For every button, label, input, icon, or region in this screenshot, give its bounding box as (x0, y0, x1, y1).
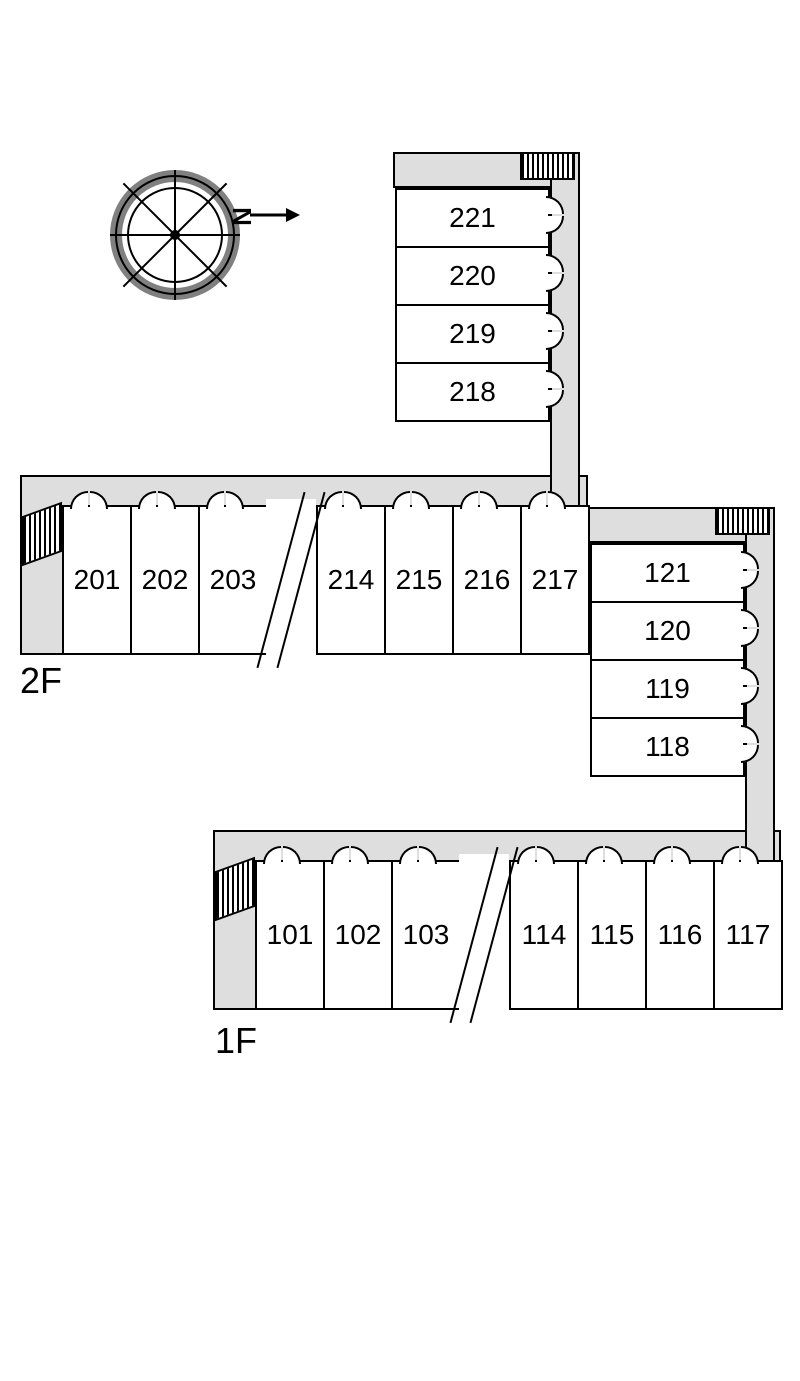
f1-unit-121: 121 (590, 543, 745, 603)
f2-break (266, 499, 316, 661)
floor-2f-label: 2F (20, 660, 62, 702)
f2-unit-216: 216 (452, 505, 522, 655)
f1-unit-117: 117 (713, 860, 783, 1010)
f1-unit-103: 103 (391, 860, 461, 1010)
floor-1f-label: 1F (215, 1020, 257, 1062)
f1-unit-115: 115 (577, 860, 647, 1010)
f2-unit-219: 219 (395, 304, 550, 364)
f1-unit-116: 116 (645, 860, 715, 1010)
f2-entry (20, 475, 62, 655)
f1-unit-101: 101 (255, 860, 325, 1010)
f1-unit-118: 118 (590, 717, 745, 777)
f1-unit-114: 114 (509, 860, 579, 1010)
f1-unit-102: 102 (323, 860, 393, 1010)
f1-stairs-wing (715, 507, 770, 535)
f2-stairs-wing (520, 152, 575, 180)
f1-unit-120: 120 (590, 601, 745, 661)
f1-unit-119: 119 (590, 659, 745, 719)
f2-unit-202: 202 (130, 505, 200, 655)
f2-unit-218: 218 (395, 362, 550, 422)
f2-unit-221: 221 (395, 188, 550, 248)
f2-unit-215: 215 (384, 505, 454, 655)
f1-break (459, 854, 509, 1016)
f2-unit-214: 214 (316, 505, 386, 655)
f2-unit-201: 201 (62, 505, 132, 655)
f2-unit-220: 220 (395, 246, 550, 306)
f2-unit-217: 217 (520, 505, 590, 655)
f1-entry (213, 830, 255, 1010)
f2-unit-203: 203 (198, 505, 268, 655)
